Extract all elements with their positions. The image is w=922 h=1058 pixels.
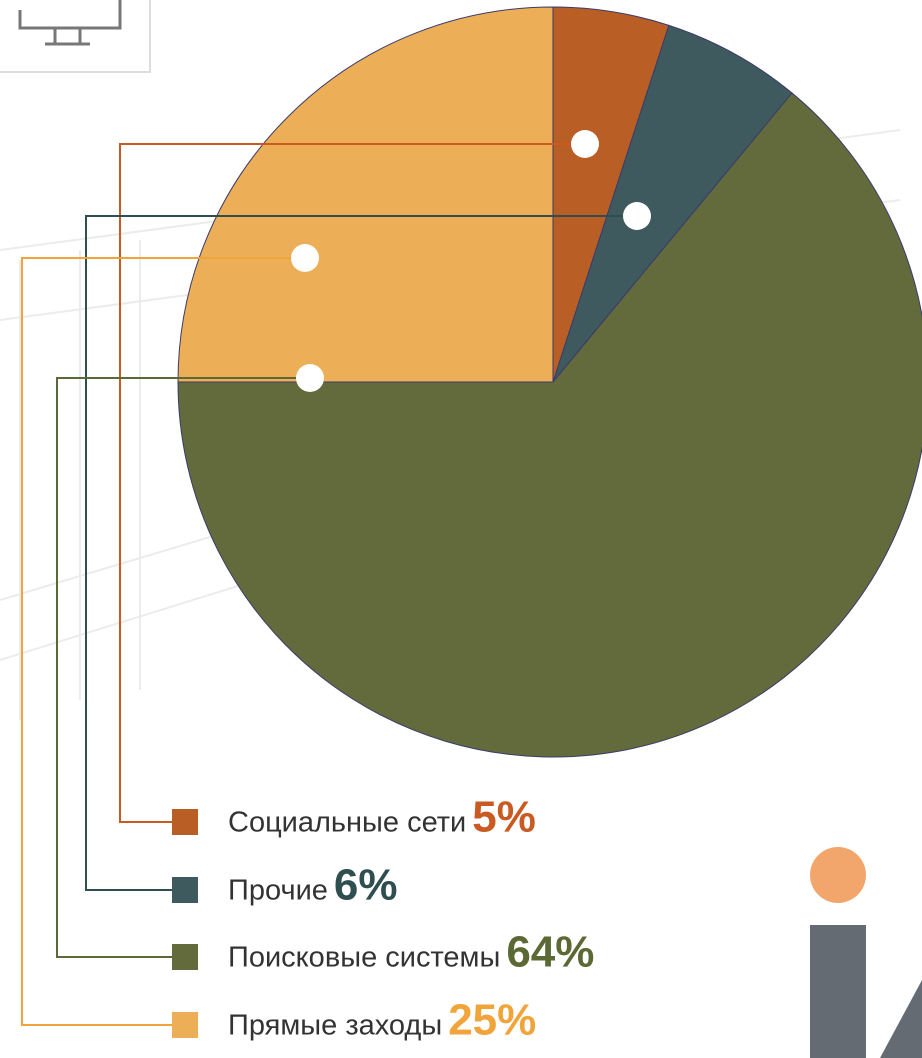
legend-swatch [172, 877, 198, 903]
legend-swatch [172, 944, 198, 970]
value-label: 25% [448, 996, 536, 1045]
monitor-icon [0, 0, 150, 72]
logo [810, 847, 922, 1058]
legend-label: Социальные сети [228, 807, 466, 839]
value-label: 6% [334, 861, 398, 910]
pie [178, 7, 922, 757]
page: Социальные сети5% Прочие6% Поисковые систе… [0, 0, 922, 1058]
chart: Социальные сети5% Прочие6% Поисковые систе… [0, 0, 922, 1058]
legend-label: Прочие [228, 875, 328, 907]
legend-label: Поисковые системы [228, 942, 500, 974]
legend-swatch [172, 1012, 198, 1038]
legend-swatch [172, 809, 198, 835]
value-label: 5% [472, 793, 536, 842]
legend-label: Прямые заходы [228, 1010, 442, 1042]
value-label: 64% [506, 928, 594, 977]
pie-slice [178, 7, 553, 382]
